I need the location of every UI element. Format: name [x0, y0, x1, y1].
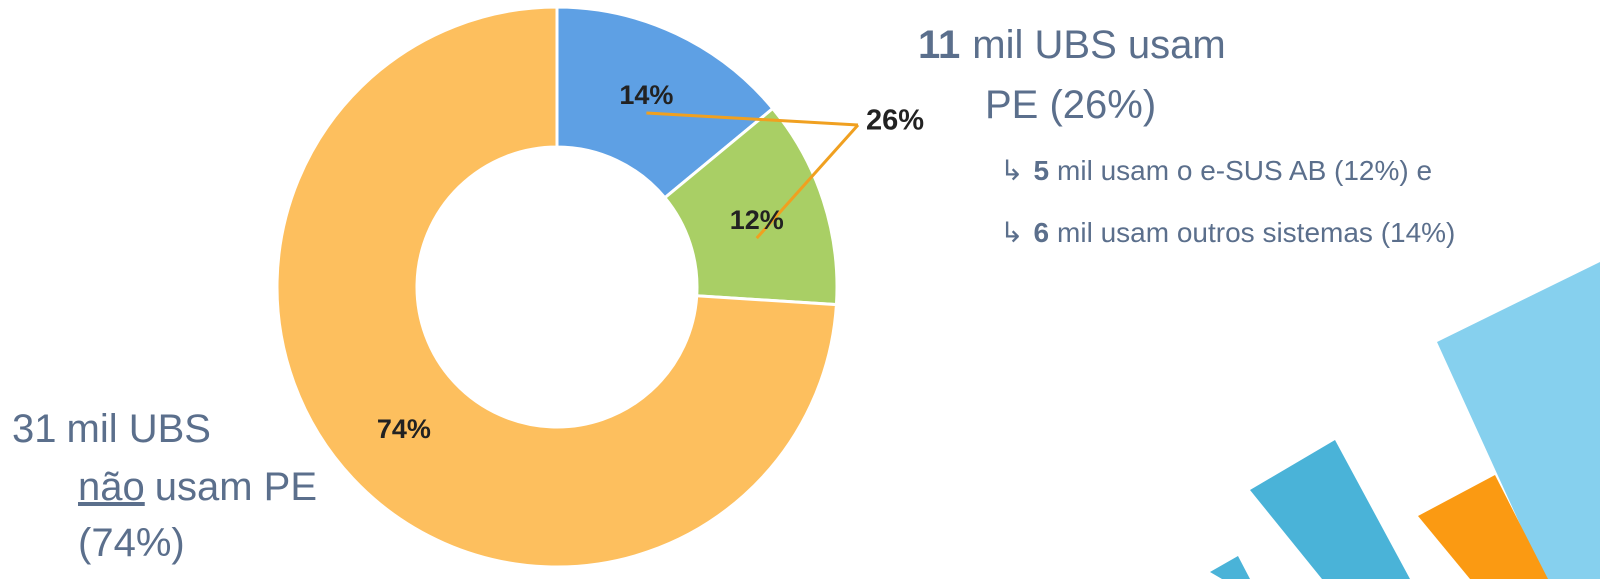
note-number: 11: [918, 23, 960, 67]
note-number: 31: [12, 407, 57, 451]
underlined-word: não: [78, 465, 145, 509]
note-item: ↳ 5 mil usam o e-SUS AB (12%) e: [1000, 155, 1432, 186]
bullet: ↳: [1000, 217, 1023, 248]
note-text: PE (26%): [985, 83, 1156, 127]
data-label: 74%: [377, 414, 431, 444]
item-text: mil usam outros sistemas (14%): [1057, 217, 1455, 248]
decoration: [1210, 262, 1600, 579]
chart: 14% 12% 74% 26% 11 mil UBS usam PE (26%) ↳ 5…: [0, 0, 1600, 579]
donut: [277, 7, 837, 567]
group-label: 26%: [866, 105, 924, 137]
data-label: 12%: [730, 205, 784, 235]
page: 14% 12% 74% 26% 11 mil UBS usam PE (26%) ↳ 5…: [0, 0, 1600, 579]
item-number: 6: [1033, 217, 1049, 248]
note-item: ↳ 6 mil usam outros sistemas (14%): [1000, 217, 1455, 248]
data-label: 14%: [619, 80, 673, 110]
note-text: (74%): [78, 521, 185, 565]
right-note: 11 mil UBS usam: [918, 23, 1226, 67]
bullet: ↳: [1000, 155, 1023, 186]
note-text: mil UBS usam: [972, 23, 1225, 67]
note-text: mil UBS: [67, 407, 211, 451]
item-number: 5: [1033, 155, 1049, 186]
item-text: mil usam o e-SUS AB (12%) e: [1057, 155, 1432, 186]
note-text: usam PE: [155, 465, 317, 509]
